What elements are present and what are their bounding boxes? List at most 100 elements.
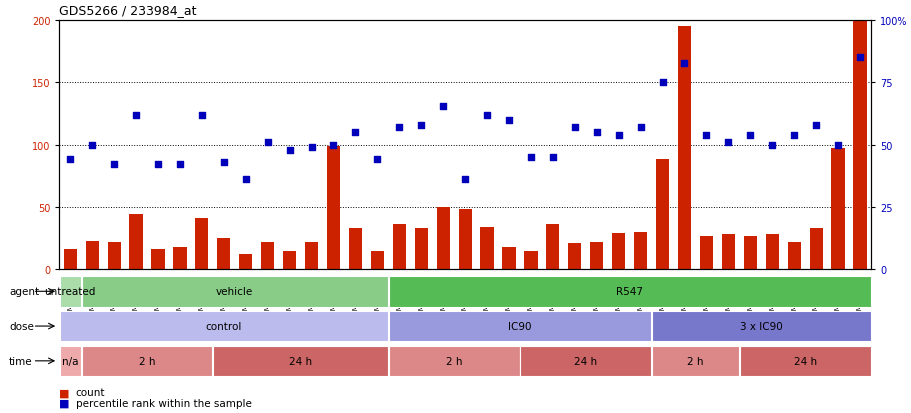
- Point: [172, 162, 187, 169]
- Point: [632, 124, 647, 131]
- Bar: [436, 207, 449, 270]
- Bar: [524, 251, 537, 270]
- Bar: [261, 242, 274, 270]
- Text: 24 h: 24 h: [574, 356, 597, 366]
- Text: 24 h: 24 h: [289, 356, 312, 366]
- Bar: [765, 235, 778, 270]
- Text: agent: agent: [9, 287, 39, 297]
- Bar: [568, 244, 580, 270]
- Bar: [213, 346, 387, 376]
- Point: [128, 112, 143, 119]
- Bar: [611, 234, 625, 270]
- Bar: [742, 236, 756, 270]
- Point: [808, 122, 823, 128]
- Bar: [677, 27, 691, 270]
- Point: [326, 142, 341, 148]
- Bar: [589, 242, 603, 270]
- Text: ■: ■: [59, 398, 70, 408]
- Point: [216, 159, 230, 166]
- Bar: [349, 229, 362, 270]
- Point: [435, 103, 450, 110]
- Bar: [388, 311, 650, 342]
- Text: n/a: n/a: [62, 356, 78, 366]
- Text: 3 x IC90: 3 x IC90: [739, 321, 782, 331]
- Point: [567, 124, 581, 131]
- Text: dose: dose: [9, 321, 34, 331]
- Text: 2 h: 2 h: [138, 356, 155, 366]
- Point: [721, 139, 735, 146]
- Point: [589, 129, 603, 136]
- Text: 24 h: 24 h: [793, 356, 816, 366]
- Point: [742, 132, 757, 138]
- Bar: [546, 225, 558, 270]
- Point: [654, 80, 669, 86]
- Point: [414, 122, 428, 128]
- Bar: [458, 210, 471, 270]
- Point: [150, 162, 165, 169]
- Point: [63, 157, 77, 164]
- Point: [852, 55, 866, 61]
- Bar: [82, 276, 387, 307]
- Bar: [173, 247, 187, 270]
- Bar: [480, 227, 493, 270]
- Point: [830, 142, 844, 148]
- Text: percentile rank within the sample: percentile rank within the sample: [76, 398, 251, 408]
- Text: vehicle: vehicle: [216, 287, 253, 297]
- Bar: [651, 346, 738, 376]
- Point: [764, 142, 779, 148]
- Bar: [520, 346, 650, 376]
- Bar: [195, 218, 209, 270]
- Point: [610, 132, 625, 138]
- Point: [282, 147, 297, 154]
- Point: [261, 139, 275, 146]
- Bar: [739, 346, 870, 376]
- Bar: [831, 149, 844, 270]
- Bar: [151, 250, 164, 270]
- Bar: [129, 215, 142, 270]
- Point: [523, 154, 537, 161]
- Point: [786, 132, 801, 138]
- Text: GDS5266 / 233984_at: GDS5266 / 233984_at: [59, 4, 197, 17]
- Text: time: time: [9, 356, 33, 366]
- Bar: [388, 346, 519, 376]
- Bar: [721, 235, 734, 270]
- Bar: [809, 229, 822, 270]
- Point: [392, 124, 406, 131]
- Point: [107, 162, 121, 169]
- Point: [348, 129, 363, 136]
- Bar: [787, 242, 800, 270]
- Bar: [853, 21, 865, 270]
- Bar: [107, 242, 120, 270]
- Point: [479, 112, 494, 119]
- Bar: [326, 147, 340, 270]
- Bar: [282, 251, 296, 270]
- Bar: [239, 255, 252, 270]
- Text: 2 h: 2 h: [687, 356, 703, 366]
- Point: [545, 154, 559, 161]
- Text: control: control: [205, 321, 241, 331]
- Bar: [371, 251, 384, 270]
- Bar: [415, 229, 427, 270]
- Bar: [59, 346, 81, 376]
- Bar: [304, 242, 318, 270]
- Bar: [64, 250, 77, 270]
- Text: R547: R547: [616, 287, 642, 297]
- Point: [238, 177, 252, 183]
- Bar: [651, 311, 870, 342]
- Bar: [388, 276, 870, 307]
- Point: [677, 61, 691, 68]
- Bar: [86, 241, 98, 270]
- Bar: [393, 225, 405, 270]
- Bar: [59, 311, 387, 342]
- Point: [85, 142, 99, 148]
- Point: [501, 117, 516, 123]
- Text: count: count: [76, 387, 105, 397]
- Point: [699, 132, 713, 138]
- Bar: [699, 236, 712, 270]
- Text: ■: ■: [59, 387, 70, 397]
- Text: 2 h: 2 h: [445, 356, 462, 366]
- Point: [194, 112, 209, 119]
- Bar: [217, 239, 230, 270]
- Bar: [502, 247, 515, 270]
- Bar: [633, 233, 647, 270]
